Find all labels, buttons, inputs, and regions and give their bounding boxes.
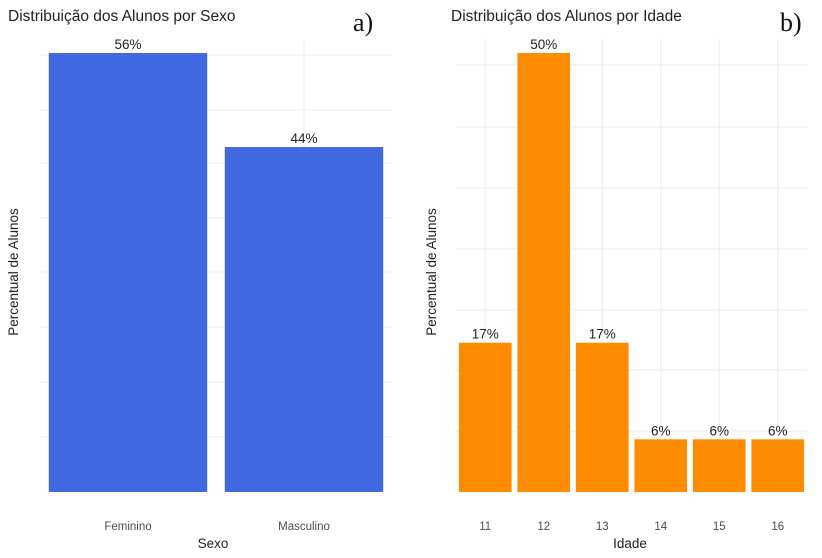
chart-a-title: Distribuição dos Alunos por Sexo (8, 8, 235, 25)
x-tick-label: Masculino (278, 521, 330, 533)
bar-14 (634, 439, 688, 492)
chart-b-gridlines (456, 39, 807, 492)
x-tick-label: Feminino (104, 521, 151, 533)
data-label: 44% (290, 131, 317, 146)
x-tick-label: 16 (771, 521, 784, 533)
x-tick-label: 13 (596, 521, 609, 533)
bar-16 (751, 439, 805, 492)
chart-panel-sexo: 56% 44% Feminino Masculino Distribuição do… (6, 8, 392, 551)
data-label: 50% (530, 37, 557, 52)
bar-12 (517, 53, 571, 492)
chart-b-x-axis-label: Idade (613, 536, 647, 551)
bar-Masculino (224, 147, 384, 493)
chart-b-panel-tag: b) (780, 8, 802, 37)
chart-b-x-ticks: 11 12 13 14 15 16 (479, 521, 784, 533)
chart-a-x-ticks: Feminino Masculino (104, 521, 330, 533)
chart-a-panel-tag: a) (353, 8, 373, 37)
data-label: 17% (472, 327, 499, 342)
bar-15 (692, 439, 746, 492)
chart-a-x-axis-label: Sexo (198, 536, 229, 551)
chart-a-data-labels: 56% 44% (114, 37, 317, 146)
chart-a-bars (48, 53, 384, 493)
bar-Feminino (48, 53, 208, 492)
chart-b-bars (458, 53, 805, 492)
chart-b-y-axis-label: Percentual de Alunos (424, 208, 439, 336)
chart-panel-idade: 17% 50% 17% 6% 6% 6% 11 12 13 14 15 16 Distribuiçã… (424, 8, 807, 551)
chart-b-data-labels: 17% 50% 17% 6% 6% 6% (472, 37, 788, 438)
data-label: 56% (114, 37, 141, 52)
data-label: 17% (589, 327, 616, 342)
x-tick-label: 11 (479, 521, 491, 533)
bar-13 (575, 342, 629, 492)
data-label: 6% (651, 423, 671, 438)
x-tick-label: 15 (713, 521, 726, 533)
chart-a-y-axis-label: Percentual de Alunos (6, 208, 21, 336)
x-tick-label: 12 (537, 521, 550, 533)
chart-b-title: Distribuição dos Alunos por Idade (451, 8, 682, 25)
bar-11 (458, 342, 512, 492)
data-label: 6% (709, 423, 729, 438)
x-tick-label: 14 (654, 521, 667, 533)
data-label: 6% (768, 423, 788, 438)
